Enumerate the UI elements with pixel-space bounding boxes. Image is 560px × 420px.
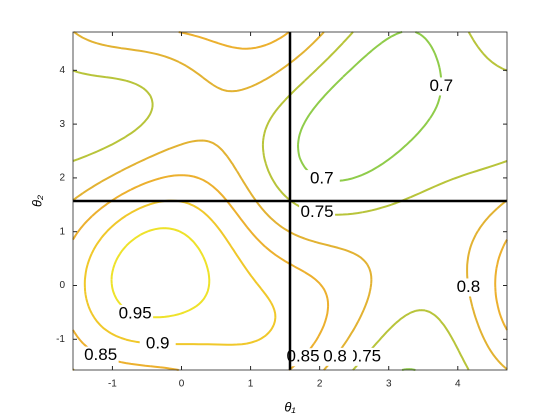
y-tick-label: 3: [59, 119, 65, 130]
contour-label: 0.95: [119, 303, 152, 322]
contour-label-bg: [299, 203, 336, 222]
y-tick-label: 0: [59, 280, 65, 291]
contour-labels: 0.70.70.750.750.80.80.85 0.850.90.95: [82, 76, 487, 367]
contour-label-bg: [303, 170, 340, 189]
contour-label: 0.75: [301, 202, 334, 221]
contour-label-bg: [423, 77, 460, 96]
x-axis-label: θ₁: [284, 399, 295, 414]
contour-label: 0.75: [348, 346, 381, 365]
y-tick-label: 4: [59, 65, 65, 76]
y-tick-label: 2: [59, 173, 65, 184]
contour-label: 0.8: [457, 277, 481, 296]
x-tick-label: 4: [455, 379, 461, 390]
contour-label: 0.7: [310, 169, 334, 188]
x-tick-label: 2: [317, 379, 323, 390]
contour-label: 0.8: [323, 346, 347, 365]
contour-label: 0.85: [84, 345, 117, 364]
y-axis-label: θ₂: [29, 195, 44, 207]
contour-label-bg: [285, 348, 322, 367]
contour-label-bg: [139, 334, 176, 353]
x-tick-label: -1: [108, 379, 117, 390]
contour-label-bg: [82, 346, 119, 365]
contour-label-bg: [450, 278, 487, 297]
x-tick-label: 3: [386, 379, 392, 390]
contour-label: 0.85: [287, 347, 320, 366]
contour-label: 0.7: [429, 76, 453, 95]
y-tick-label: 1: [59, 226, 65, 237]
contour-label: 0.9: [146, 333, 170, 352]
y-tick-label: -1: [56, 334, 65, 345]
contour-label-bg: [317, 347, 354, 366]
x-tick-label: 1: [248, 379, 254, 390]
contour-label-bg: [117, 304, 154, 323]
contour-label-bg: [346, 347, 383, 366]
plot-frame: [72, 31, 508, 371]
x-tick-label: 0: [179, 379, 185, 390]
